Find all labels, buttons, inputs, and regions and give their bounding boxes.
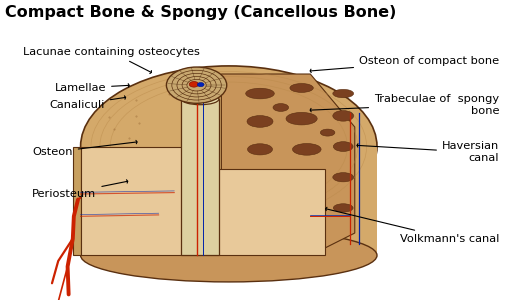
Ellipse shape	[166, 67, 227, 103]
Ellipse shape	[286, 112, 317, 125]
Ellipse shape	[246, 88, 275, 99]
Ellipse shape	[81, 66, 377, 227]
Text: Osteon of compact bone: Osteon of compact bone	[310, 56, 499, 73]
Ellipse shape	[333, 142, 353, 152]
Ellipse shape	[81, 229, 377, 282]
Ellipse shape	[181, 94, 219, 105]
Ellipse shape	[254, 175, 277, 185]
Ellipse shape	[300, 200, 324, 210]
Text: Lacunae containing osteocytes: Lacunae containing osteocytes	[23, 47, 200, 74]
Text: Osteon: Osteon	[32, 140, 137, 157]
Polygon shape	[73, 146, 81, 255]
Polygon shape	[81, 146, 377, 255]
Ellipse shape	[292, 143, 321, 155]
Text: Trabeculae of  spongy
bone: Trabeculae of spongy bone	[310, 94, 499, 116]
Ellipse shape	[294, 172, 320, 183]
Ellipse shape	[189, 82, 199, 87]
Polygon shape	[81, 146, 325, 255]
Text: Volkmann's canal: Volkmann's canal	[326, 207, 499, 244]
Ellipse shape	[198, 82, 204, 87]
Text: Canaliculi: Canaliculi	[49, 96, 126, 110]
Ellipse shape	[247, 116, 273, 127]
Text: Lamellae: Lamellae	[55, 83, 129, 93]
Ellipse shape	[263, 190, 278, 197]
Ellipse shape	[259, 206, 281, 216]
Ellipse shape	[333, 204, 353, 212]
Text: Haversian
canal: Haversian canal	[357, 141, 499, 163]
Ellipse shape	[333, 89, 354, 98]
Text: Periosteum: Periosteum	[32, 180, 128, 199]
Ellipse shape	[273, 103, 289, 111]
Ellipse shape	[248, 144, 272, 155]
Ellipse shape	[333, 111, 354, 121]
Polygon shape	[222, 74, 355, 255]
Ellipse shape	[333, 172, 354, 182]
Ellipse shape	[320, 129, 335, 136]
Ellipse shape	[290, 83, 313, 92]
Text: Compact Bone & Spongy (Cancellous Bone): Compact Bone & Spongy (Cancellous Bone)	[5, 4, 397, 20]
Bar	[181, 99, 219, 255]
